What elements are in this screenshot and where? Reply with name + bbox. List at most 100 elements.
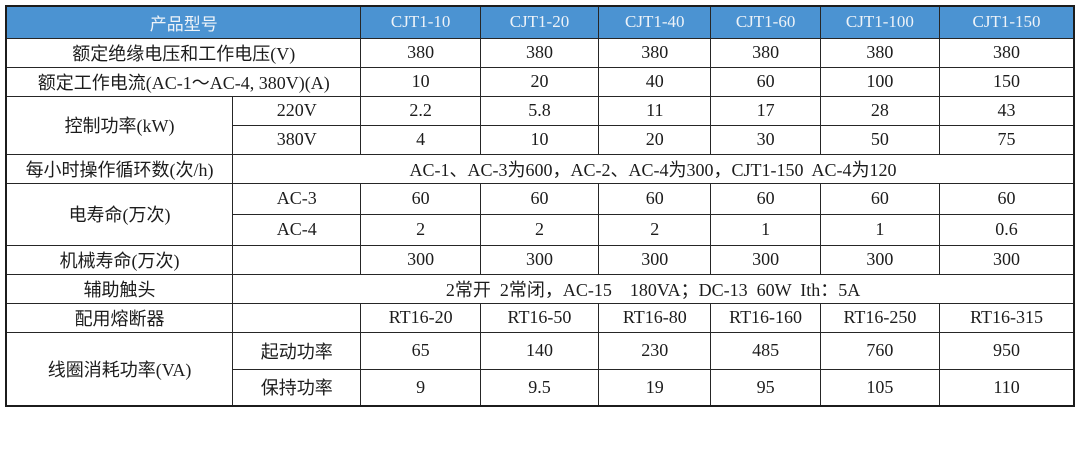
value-cell: 300 <box>710 244 821 275</box>
row-label-insulation-voltage: 额定绝缘电压和工作电压(V) <box>5 37 362 68</box>
value-cell: 380 <box>598 37 712 68</box>
value-cell: 20 <box>598 124 712 155</box>
row-label-aux-contacts: 辅助触头 <box>5 273 234 304</box>
model-header-cjt1-40: CJT1-40 <box>598 5 712 39</box>
value-cell: 1 <box>819 213 941 246</box>
value-cell: 75 <box>939 124 1075 155</box>
row-coil-starting-power: 线圈消耗功率(VA) 起动功率 65 140 230 485 760 950 <box>5 331 1075 407</box>
value-cell: 300 <box>939 244 1075 275</box>
row-label-electrical-life: 电寿命(万次) <box>5 182 234 246</box>
sub-label-holding-power: 保持功率 <box>232 368 362 407</box>
value-cell: 95 <box>710 368 821 407</box>
value-cell: RT16-80 <box>598 302 712 333</box>
row-rated-current: 额定工作电流(AC-1～AC-4, 380V)(A) 10 20 40 60 1… <box>5 66 1075 97</box>
row-control-power-220v: 控制功率(kW) 220V 2.2 5.8 11 17 28 43 <box>5 95 1075 155</box>
value-cell: 230 <box>598 331 712 370</box>
value-cell: 2 <box>360 213 481 246</box>
value-cell: 50 <box>819 124 941 155</box>
value-cell: 43 <box>939 95 1075 126</box>
value-cell: 2 <box>479 213 600 246</box>
value-cell: 10 <box>479 124 600 155</box>
value-cell: 380 <box>819 37 941 68</box>
value-cell: 2.2 <box>360 95 481 126</box>
row-label-rated-current: 额定工作电流(AC-1～AC-4, 380V)(A) <box>5 66 362 97</box>
value-cell: 20 <box>479 66 600 97</box>
value-cell: 19 <box>598 368 712 407</box>
value-cell: 760 <box>819 331 941 370</box>
value-cell: RT16-315 <box>939 302 1075 333</box>
value-cell: 300 <box>360 244 481 275</box>
row-electrical-life-ac4: AC-4 2 2 2 1 1 0.6 <box>6 213 1075 246</box>
model-header-cjt1-20: CJT1-20 <box>479 5 600 39</box>
value-cell: 60 <box>710 66 821 97</box>
value-cell: 300 <box>598 244 712 275</box>
value-cell: 380 <box>360 37 481 68</box>
value-cell: RT16-160 <box>710 302 821 333</box>
value-cell: 485 <box>710 331 821 370</box>
row-label-operating-cycles: 每小时操作循环数(次/h) <box>5 153 234 184</box>
value-cell: 105 <box>819 368 941 407</box>
model-header-cjt1-60: CJT1-60 <box>710 5 821 39</box>
sub-label-starting-power: 起动功率 <box>232 331 362 370</box>
value-cell: 40 <box>598 66 712 97</box>
row-operating-cycles: 每小时操作循环数(次/h) AC-1、AC-3为600，AC-2、AC-4为30… <box>5 153 1075 184</box>
operating-cycles-value: AC-1、AC-3为600，AC-2、AC-4为300，CJT1-150 AC-… <box>232 153 1075 184</box>
model-header-cjt1-10: CJT1-10 <box>360 5 481 39</box>
row-mechanical-life: 机械寿命(万次) 300 300 300 300 300 300 <box>5 244 1075 275</box>
value-cell: 65 <box>360 331 481 370</box>
value-cell: 60 <box>598 182 712 215</box>
value-cell: 1 <box>710 213 821 246</box>
sub-label-ac3: AC-3 <box>232 182 362 215</box>
empty-cell <box>232 244 362 275</box>
row-label-coil-power: 线圈消耗功率(VA) <box>5 331 234 407</box>
spec-table: 产品型号 CJT1-10 CJT1-20 CJT1-40 CJT1-60 CJT… <box>5 5 1075 407</box>
value-cell: 10 <box>360 66 481 97</box>
value-cell: 11 <box>598 95 712 126</box>
value-cell: RT16-50 <box>479 302 600 333</box>
value-cell: 17 <box>710 95 821 126</box>
sub-label-220v: 220V <box>232 95 362 126</box>
row-label-mechanical-life: 机械寿命(万次) <box>5 244 234 275</box>
aux-contacts-value: 2常开 2常闭，AC-15 180VA；DC-13 60W Ith：5A <box>232 273 1075 304</box>
value-cell: 60 <box>710 182 821 215</box>
row-insulation-voltage: 额定绝缘电压和工作电压(V) 380 380 380 380 380 380 <box>5 37 1075 68</box>
row-aux-contacts: 辅助触头 2常开 2常闭，AC-15 180VA；DC-13 60W Ith：5… <box>5 273 1075 304</box>
empty-cell <box>232 302 362 333</box>
value-cell: 30 <box>710 124 821 155</box>
product-model-header: 产品型号 <box>5 5 362 39</box>
value-cell: 28 <box>819 95 941 126</box>
value-cell: 5.8 <box>479 95 600 126</box>
row-control-power-380v: 380V 4 10 20 30 50 75 <box>6 124 1075 155</box>
value-cell: 2 <box>598 213 712 246</box>
row-fuse: 配用熔断器 RT16-20 RT16-50 RT16-80 RT16-160 R… <box>5 302 1075 333</box>
value-cell: 60 <box>819 182 941 215</box>
value-cell: RT16-250 <box>819 302 941 333</box>
value-cell: 60 <box>939 182 1075 215</box>
value-cell: 950 <box>939 331 1075 370</box>
row-electrical-life-ac3: 电寿命(万次) AC-3 60 60 60 60 60 60 <box>5 182 1075 246</box>
value-cell: 380 <box>939 37 1075 68</box>
sub-label-ac4: AC-4 <box>232 213 362 246</box>
sub-label-380v: 380V <box>232 124 362 155</box>
row-label-fuse: 配用熔断器 <box>5 302 234 333</box>
header-row: 产品型号 CJT1-10 CJT1-20 CJT1-40 CJT1-60 CJT… <box>5 5 1075 39</box>
value-cell: 110 <box>939 368 1075 407</box>
value-cell: 9.5 <box>479 368 600 407</box>
page: 产品型号 CJT1-10 CJT1-20 CJT1-40 CJT1-60 CJT… <box>5 5 1075 407</box>
value-cell: 150 <box>939 66 1075 97</box>
value-cell: 60 <box>479 182 600 215</box>
value-cell: 60 <box>360 182 481 215</box>
value-cell: 380 <box>710 37 821 68</box>
model-header-cjt1-100: CJT1-100 <box>819 5 941 39</box>
value-cell: RT16-20 <box>360 302 481 333</box>
value-cell: 4 <box>360 124 481 155</box>
value-cell: 300 <box>819 244 941 275</box>
value-cell: 100 <box>819 66 941 97</box>
value-cell: 0.6 <box>939 213 1075 246</box>
value-cell: 380 <box>479 37 600 68</box>
value-cell: 300 <box>479 244 600 275</box>
row-label-control-power: 控制功率(kW) <box>5 95 234 155</box>
value-cell: 140 <box>479 331 600 370</box>
model-header-cjt1-150: CJT1-150 <box>939 5 1075 39</box>
row-coil-holding-power: 保持功率 9 9.5 19 95 105 110 <box>6 368 1075 407</box>
